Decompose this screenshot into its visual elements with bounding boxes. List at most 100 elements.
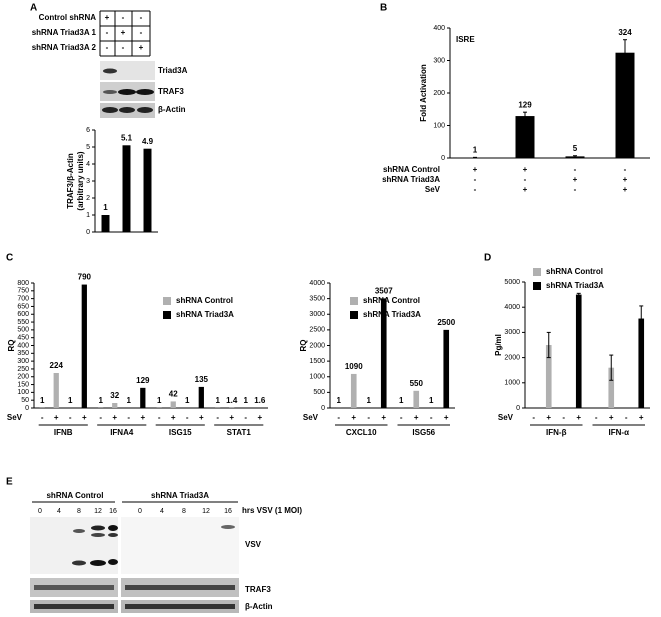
bar (350, 373, 357, 408)
y-tick-label: 2500 (309, 327, 325, 334)
lane-label: 0 (138, 508, 142, 515)
value-label: 135 (195, 375, 209, 384)
panel-letter: B (380, 3, 387, 14)
band (118, 89, 136, 95)
y-tick-label: 650 (17, 303, 29, 310)
y-tick-label: 3 (86, 178, 90, 185)
condition-label: + (199, 413, 204, 422)
time-label: hrs VSV (1 MOI) (242, 506, 302, 515)
condition-label: - (400, 413, 403, 422)
bar (112, 403, 118, 408)
chart-title: ISRE (456, 35, 475, 44)
value-label: 224 (50, 361, 64, 370)
y-tick-label: 200 (17, 374, 29, 381)
lane-label: 4 (57, 508, 61, 515)
x-tick-label: IFN-β (546, 428, 567, 437)
blot-label: β-Actin (158, 105, 186, 114)
cell: - (140, 13, 143, 22)
value-label: 1 (40, 396, 45, 405)
row-mark: + (623, 175, 628, 184)
band (72, 560, 86, 566)
value-label: 1.6 (254, 396, 266, 405)
y-tick-label: 5000 (504, 279, 520, 286)
row-mark: - (474, 175, 477, 184)
y-axis-label: RQ (299, 340, 308, 352)
condition-label: + (171, 413, 176, 422)
condition-label: + (576, 413, 581, 422)
condition-label: + (639, 413, 644, 422)
lane-label: 16 (109, 508, 117, 515)
y-tick-label: 5 (86, 144, 90, 151)
lane-label: 12 (202, 508, 210, 515)
lane-label: 12 (94, 508, 102, 515)
x-tick-label: ISG15 (169, 428, 192, 437)
condition-label: + (140, 413, 145, 422)
cell: - (122, 43, 125, 52)
value-label: 1 (68, 396, 73, 405)
condition-label: - (127, 413, 130, 422)
condition-label: + (112, 413, 117, 422)
y-tick-label: 400 (17, 342, 29, 349)
condition-label: - (532, 413, 535, 422)
value-label: 129 (518, 100, 532, 109)
band (221, 525, 235, 529)
condition-label: + (414, 413, 419, 422)
band (90, 560, 106, 566)
y-tick-label: 3000 (309, 311, 325, 318)
condition-label: - (337, 413, 340, 422)
value-label: 1 (157, 396, 162, 405)
value-label: 1090 (345, 362, 363, 371)
y-tick-label: 800 (17, 280, 29, 287)
y-tick-label: 250 (17, 366, 29, 373)
bar (638, 318, 645, 408)
condition-label: + (609, 413, 614, 422)
value-label: 1 (429, 396, 434, 405)
y-tick-label: 0 (86, 229, 90, 236)
y-tick-label: 2000 (309, 342, 325, 349)
legend-swatch (533, 268, 541, 276)
row-label: SeV (425, 185, 441, 194)
bar (140, 387, 146, 408)
bar (615, 52, 635, 159)
bar (443, 329, 450, 408)
lane-label: 16 (224, 508, 232, 515)
value-label: 1 (98, 396, 103, 405)
y-axis-label: TRAF3/β-Actin (66, 153, 75, 209)
value-label: 32 (110, 391, 119, 400)
legend-swatch (533, 282, 541, 290)
y-tick-label: 100 (433, 122, 445, 129)
legend-label: shRNA Triad3A (176, 310, 234, 319)
condition-label: - (244, 413, 247, 422)
cell: - (140, 28, 143, 37)
blot-label: TRAF3 (245, 585, 271, 594)
bar (380, 298, 387, 408)
value-label: 5 (573, 144, 578, 153)
value-label: 790 (78, 273, 92, 282)
blot (121, 517, 239, 574)
y-tick-label: 2000 (504, 354, 520, 361)
y-tick-label: 300 (17, 358, 29, 365)
y-tick-label: 550 (17, 319, 29, 326)
bar (101, 215, 110, 232)
y-tick-label: 1 (86, 212, 90, 219)
x-tick-label: CXCL10 (346, 428, 377, 437)
value-label: 2500 (437, 318, 455, 327)
value-label: 1 (399, 396, 404, 405)
row-label: shRNA Triad3A (382, 175, 440, 184)
row-mark: - (574, 165, 577, 174)
y-tick-label: 3500 (309, 295, 325, 302)
condition-label: + (444, 413, 449, 422)
bar (575, 294, 582, 408)
row-mark: + (523, 185, 528, 194)
bar (515, 116, 535, 158)
band (34, 585, 114, 590)
y-tick-label: 200 (433, 90, 445, 97)
condition-label: + (82, 413, 87, 422)
condition-label: - (158, 413, 161, 422)
bar (413, 390, 420, 408)
panel-letter: D (484, 253, 491, 264)
value-label: 1 (337, 396, 342, 405)
row-label: SeV (498, 413, 514, 422)
band (102, 107, 118, 113)
legend-label: shRNA Control (176, 296, 233, 305)
